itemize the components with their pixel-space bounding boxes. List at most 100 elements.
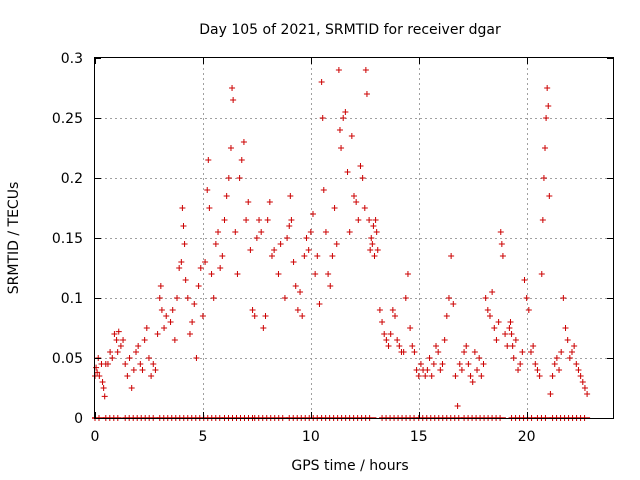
data-point xyxy=(221,217,228,223)
data-point xyxy=(148,373,155,379)
data-point xyxy=(508,331,515,337)
data-point xyxy=(206,205,213,211)
data-point xyxy=(176,265,183,271)
y-tick-label: 0.05 xyxy=(52,351,83,367)
data-point xyxy=(458,367,465,373)
data-point xyxy=(363,91,370,97)
data-point xyxy=(387,331,394,337)
data-point xyxy=(409,343,416,349)
data-point xyxy=(163,313,170,319)
data-point xyxy=(128,385,135,391)
data-point xyxy=(465,361,472,367)
data-point xyxy=(316,301,323,307)
data-point xyxy=(486,313,493,319)
y-tick-label: 0.3 xyxy=(61,51,83,67)
data-point xyxy=(394,337,401,343)
data-point xyxy=(400,349,407,355)
data-point xyxy=(379,319,386,325)
data-point xyxy=(547,391,554,397)
data-point xyxy=(141,337,148,343)
data-point xyxy=(523,295,530,301)
data-point xyxy=(113,337,120,343)
data-point xyxy=(167,319,174,325)
data-point xyxy=(502,331,509,337)
data-point xyxy=(238,157,245,163)
data-point xyxy=(504,343,511,349)
data-point xyxy=(286,223,293,229)
data-point xyxy=(355,217,362,223)
data-point xyxy=(577,373,584,379)
data-point xyxy=(499,253,506,259)
data-point xyxy=(193,355,200,361)
data-point xyxy=(539,217,546,223)
data-point xyxy=(247,247,254,253)
data-point xyxy=(342,109,349,115)
data-point xyxy=(288,217,295,223)
y-tick-label: 0.2 xyxy=(61,171,83,187)
data-point xyxy=(327,283,334,289)
data-point xyxy=(331,205,338,211)
data-point xyxy=(174,295,181,301)
data-point xyxy=(117,343,124,349)
data-point xyxy=(312,271,319,277)
data-point xyxy=(556,367,563,373)
data-point xyxy=(584,391,591,397)
data-point xyxy=(243,217,250,223)
data-point xyxy=(441,337,448,343)
data-point xyxy=(264,217,271,223)
data-point xyxy=(351,193,357,199)
data-point xyxy=(318,79,325,85)
data-point xyxy=(428,373,435,379)
data-point xyxy=(154,331,161,337)
data-point xyxy=(156,295,163,301)
y-tick-label: 0.25 xyxy=(52,111,83,127)
data-point xyxy=(510,355,517,361)
data-point xyxy=(93,364,100,371)
data-point xyxy=(474,367,481,373)
data-point xyxy=(366,217,373,223)
data-point xyxy=(581,385,588,391)
data-point xyxy=(184,295,191,301)
data-point xyxy=(223,193,230,199)
data-point xyxy=(543,115,550,121)
data-point xyxy=(230,97,237,103)
data-point xyxy=(484,307,491,313)
data-point xyxy=(571,343,578,349)
data-point xyxy=(417,361,424,367)
data-point xyxy=(152,367,159,373)
data-point xyxy=(389,307,396,313)
data-point xyxy=(463,343,470,349)
data-point xyxy=(287,193,294,199)
data-point xyxy=(373,229,380,235)
data-point xyxy=(111,331,118,337)
data-point xyxy=(545,103,552,109)
data-point xyxy=(445,295,452,301)
data-point xyxy=(404,271,411,277)
data-point xyxy=(234,271,241,277)
data-point xyxy=(369,241,376,247)
data-point xyxy=(189,319,196,325)
data-point xyxy=(482,295,489,301)
data-point xyxy=(202,259,209,265)
data-point xyxy=(199,313,206,319)
y-tick-label: 0.15 xyxy=(52,231,83,247)
data-point xyxy=(303,235,310,241)
data-point xyxy=(133,349,140,355)
data-point xyxy=(478,373,485,379)
data-point xyxy=(536,373,543,379)
x-tick-label: 20 xyxy=(518,429,536,445)
data-point xyxy=(413,367,420,373)
data-point xyxy=(115,328,122,335)
y-axis-ticks: 0 0.05 0.1 0.15 0.2 0.25 0.3 xyxy=(52,51,613,427)
data-point xyxy=(260,325,267,331)
data-point xyxy=(143,325,150,331)
data-point xyxy=(124,373,131,379)
data-point xyxy=(169,307,176,313)
data-point xyxy=(452,373,459,379)
data-point xyxy=(344,169,351,175)
data-point xyxy=(277,241,284,247)
data-point xyxy=(525,307,532,313)
data-point xyxy=(158,307,165,313)
